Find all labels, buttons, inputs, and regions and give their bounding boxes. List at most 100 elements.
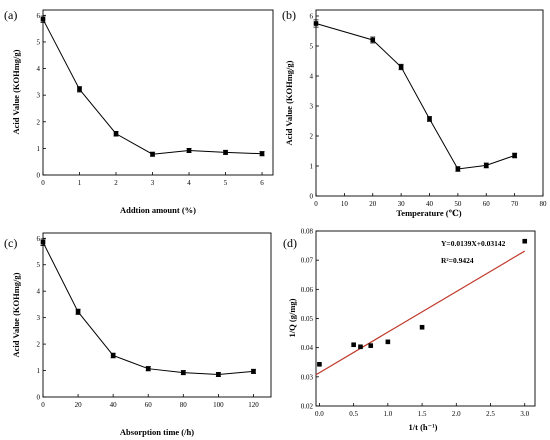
panel-b-data-point bbox=[398, 64, 404, 70]
panel-b-ytick-label: 6 bbox=[310, 13, 314, 21]
panel-c-ytick-label: 6 bbox=[37, 235, 41, 243]
panel-d-data-point bbox=[351, 342, 356, 348]
panel-d-ytick-label: 0.02 bbox=[301, 403, 314, 411]
panel-d-xtick-label: 0.0 bbox=[315, 410, 324, 418]
panel-b-ytick-label: 4 bbox=[310, 73, 314, 81]
panel-a-xtick-label: 2 bbox=[114, 179, 118, 187]
panel-d-xtick-label: 0.5 bbox=[349, 410, 358, 418]
panel-d: (d) 1/Q (g/mg) 1/t (h⁻¹) Y=0.0139X+0.031… bbox=[283, 228, 536, 432]
panel-d-xtick-label: 2.0 bbox=[452, 410, 461, 418]
panel-d-xtick-label: 3.0 bbox=[520, 410, 529, 418]
panel-d-data-point bbox=[368, 343, 374, 348]
panel-a-label: (a) bbox=[4, 8, 17, 22]
panel-a-xtick-label: 5 bbox=[224, 179, 228, 187]
panel-b-data-point bbox=[455, 166, 461, 172]
panel-d-ylabel: 1/Q (g/mg) bbox=[287, 298, 297, 337]
panel-b-xlabel: Temperature (℃) bbox=[396, 208, 461, 218]
panel-c-data-point bbox=[40, 239, 46, 245]
panel-c-xtick-label: 40 bbox=[110, 401, 118, 409]
panel-b-xtick-label: 60 bbox=[483, 200, 491, 208]
panel-d-data-point bbox=[419, 324, 425, 330]
panel-b-data-point bbox=[483, 163, 489, 168]
panel-c-label: (c) bbox=[4, 236, 17, 250]
panel-d-ytick-label: 0.04 bbox=[301, 344, 314, 352]
panel-a-ytick-label: 5 bbox=[37, 38, 41, 46]
panel-c-xtick-label: 0 bbox=[41, 401, 45, 409]
panel-c-xtick-label: 80 bbox=[180, 401, 188, 409]
panel-d-label: (d) bbox=[283, 236, 297, 250]
panel-c-ytick-label: 2 bbox=[37, 341, 41, 349]
panel-c-ytick-label: 3 bbox=[37, 314, 41, 322]
panel-c-ytick-label: 5 bbox=[37, 261, 41, 269]
panel-b-xtick-label: 80 bbox=[540, 200, 548, 208]
panel-d-xlabel: 1/t (h⁻¹) bbox=[409, 422, 438, 432]
panel-a-ytick-label: 2 bbox=[37, 118, 41, 126]
panel-d-ytick-label: 0.07 bbox=[301, 257, 314, 265]
panel-b: (b) Acid Value (KOHmg/g) Temperature (℃)… bbox=[282, 8, 547, 218]
panel-a-xtick-label: 1 bbox=[78, 179, 82, 187]
panel-b-data-point bbox=[427, 116, 432, 122]
panel-d-frame bbox=[315, 230, 536, 407]
panel-c: (c) Acid Value (KOHmg/g) Absorption time… bbox=[4, 232, 272, 437]
panel-d-data-point bbox=[522, 238, 528, 244]
panel-b-ytick-label: 3 bbox=[310, 103, 314, 111]
panel-d-data-point bbox=[385, 339, 391, 345]
panel-a-ytick-label: 4 bbox=[37, 65, 41, 73]
panel-d-data-point bbox=[317, 361, 322, 367]
panel-a-xtick-label: 0 bbox=[41, 179, 45, 187]
panel-b-frame bbox=[315, 9, 544, 197]
panel-a-data-point bbox=[223, 150, 228, 155]
panel-d-data-point bbox=[358, 344, 363, 350]
panel-a-data-point bbox=[150, 151, 155, 157]
panel-c-data-point bbox=[251, 369, 256, 374]
panel-d-ytick-label: 0.06 bbox=[301, 286, 314, 294]
panel-a-xtick-label: 3 bbox=[151, 179, 155, 187]
panel-a-ylabel: Acid Value (KOHmg/g) bbox=[11, 49, 21, 134]
panel-a: (a) Acid Value (KOHmg/g) Addtion amount … bbox=[4, 8, 274, 215]
panel-a-xtick-label: 4 bbox=[187, 179, 191, 187]
fit-r-squared: R²=0.9424 bbox=[441, 256, 474, 265]
panel-d-xtick-label: 1.0 bbox=[383, 410, 392, 418]
panel-b-xtick-label: 10 bbox=[341, 200, 349, 208]
panel-b-series-line bbox=[315, 23, 515, 170]
panel-b-xtick-label: 0 bbox=[314, 200, 318, 208]
panel-c-data-point bbox=[110, 353, 116, 358]
panel-b-label: (b) bbox=[282, 8, 296, 22]
panel-a-data-point bbox=[113, 131, 119, 137]
panel-a-xlabel: Addtion amount (%) bbox=[120, 205, 196, 215]
panel-c-xtick-label: 100 bbox=[213, 401, 224, 409]
panel-c-xtick-label: 20 bbox=[75, 401, 83, 409]
panel-b-xtick-label: 30 bbox=[398, 200, 406, 208]
panel-c-ytick-label: 1 bbox=[37, 367, 41, 375]
panel-b-data-point bbox=[313, 21, 319, 26]
panel-a-data-point bbox=[259, 151, 265, 157]
panel-a-frame bbox=[42, 9, 274, 176]
panel-b-ytick-label: 2 bbox=[310, 133, 314, 141]
panel-a-ytick-label: 3 bbox=[37, 92, 41, 100]
panel-a-ytick-label: 6 bbox=[37, 12, 41, 20]
panel-c-xlabel: Absorption time (/h) bbox=[120, 427, 194, 437]
panel-b-ytick-label: 1 bbox=[310, 163, 314, 171]
panel-b-ytick-label: 5 bbox=[310, 43, 314, 51]
panel-a-ytick-label: 1 bbox=[37, 145, 41, 153]
panel-c-data-point bbox=[145, 366, 151, 371]
panel-d-xtick-label: 1.5 bbox=[418, 410, 427, 418]
panel-a-data-point bbox=[77, 87, 82, 92]
panel-a-series-line bbox=[42, 19, 263, 155]
panel-c-data-point bbox=[75, 309, 81, 315]
panel-c-ytick-label: 0 bbox=[37, 394, 41, 402]
panel-c-ytick-label: 4 bbox=[37, 288, 41, 296]
panel-d-ytick-label: 0.05 bbox=[301, 315, 314, 323]
panel-b-ytick-label: 0 bbox=[310, 193, 314, 201]
panel-c-data-point bbox=[181, 370, 186, 375]
panel-b-xtick-label: 70 bbox=[511, 200, 519, 208]
panel-b-xtick-label: 20 bbox=[369, 200, 377, 208]
panel-b-xtick-label: 40 bbox=[426, 200, 434, 208]
panel-b-data-point bbox=[512, 153, 517, 158]
panel-a-data-point bbox=[40, 17, 46, 22]
panel-c-xtick-label: 60 bbox=[145, 401, 153, 409]
panel-c-data-point bbox=[216, 372, 221, 377]
panel-c-frame bbox=[42, 232, 272, 398]
panel-d-fit-line bbox=[315, 250, 526, 376]
